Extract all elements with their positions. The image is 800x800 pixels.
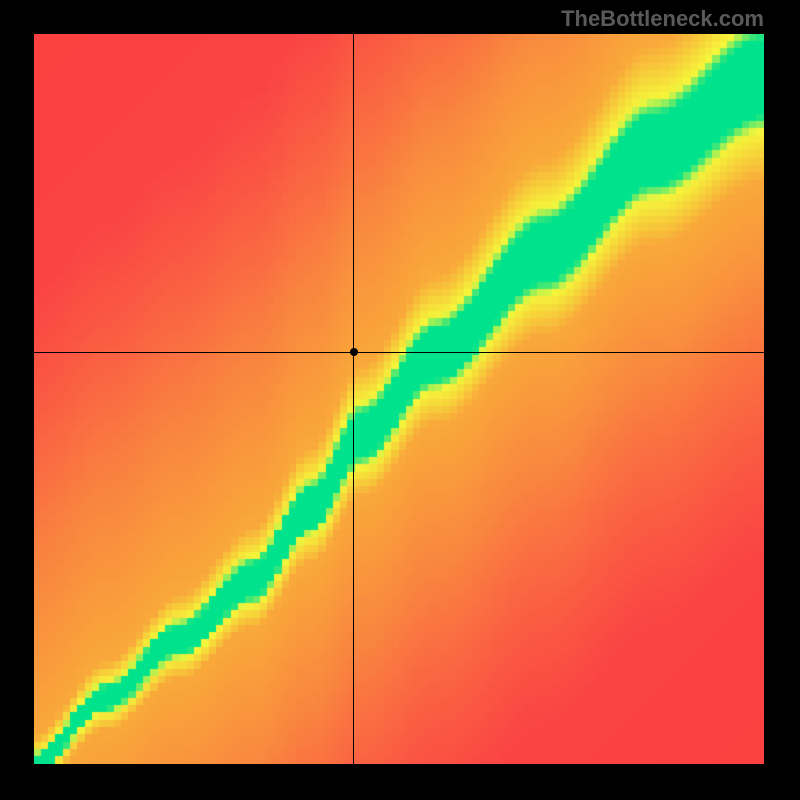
crosshair-vertical xyxy=(353,34,354,764)
watermark-text: TheBottleneck.com xyxy=(561,6,764,32)
plotted-point xyxy=(350,348,358,356)
bottleneck-heatmap xyxy=(34,34,764,764)
crosshair-horizontal xyxy=(34,352,764,353)
